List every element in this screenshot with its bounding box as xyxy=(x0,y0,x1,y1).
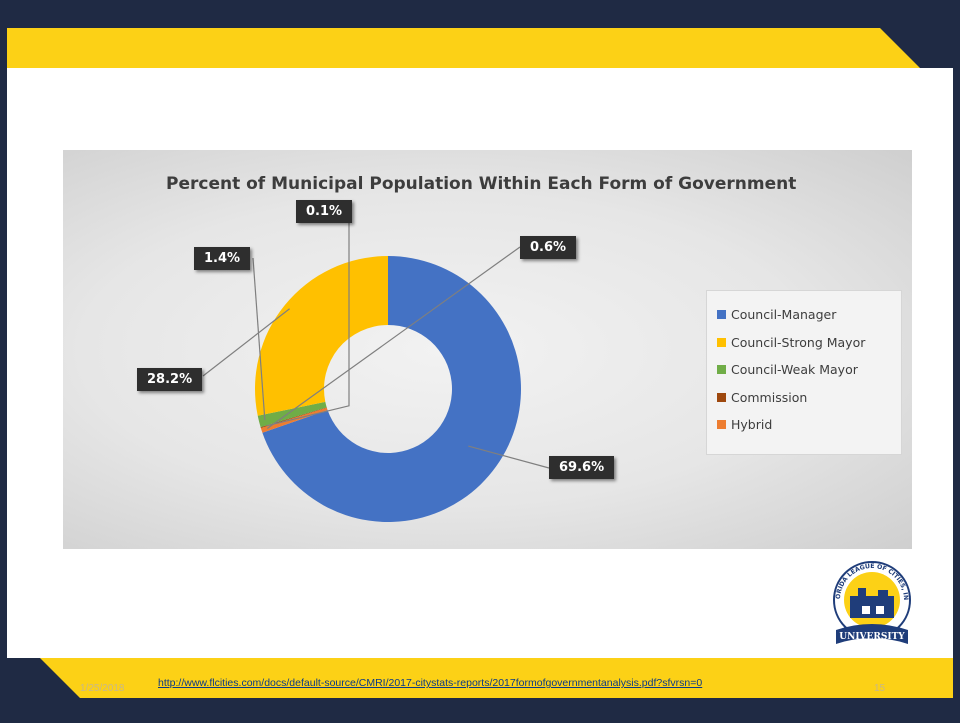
legend-item-council-strong-mayor: Council-Strong Mayor xyxy=(717,329,901,357)
leader-line-hybrid xyxy=(266,246,521,429)
legend-label: Hybrid xyxy=(731,417,773,433)
legend-item-commission: Commission xyxy=(717,384,901,412)
legend-swatch xyxy=(717,310,726,320)
florida-league-of-cities-university-logo: UNIVERSITY FLORIDA LEAGUE OF CITIES, INC… xyxy=(828,560,911,644)
header-band xyxy=(0,0,960,68)
page-number: 15 xyxy=(874,683,886,694)
chart-area: Percent of Municipal Population Within E… xyxy=(63,150,912,549)
footer-band xyxy=(0,658,960,723)
chart-legend: Council-Manager Council-Strong Mayor Counc… xyxy=(706,290,902,455)
leader-line-council-manager xyxy=(468,445,550,469)
leader-line-council-strong-mayor xyxy=(202,308,290,377)
legend-label: Council-Weak Mayor xyxy=(731,362,858,378)
data-label-council-strong-mayor: 28.2% xyxy=(137,368,203,391)
legend-swatch xyxy=(717,420,726,430)
donut-chart xyxy=(202,211,550,522)
donut-slice-council-strong-mayor xyxy=(255,256,388,416)
leader-line-commission xyxy=(266,211,350,427)
legend-label: Commission xyxy=(731,389,808,405)
legend-label: Council-Manager xyxy=(731,307,837,323)
slide-date: 1/25/2018 xyxy=(80,683,125,694)
legend-swatch xyxy=(717,392,726,402)
legend-label: Council-Strong Mayor xyxy=(731,334,866,350)
legend-item-council-weak-mayor: Council-Weak Mayor xyxy=(717,356,901,384)
data-label-council-manager: 69.6% xyxy=(549,456,615,479)
leader-line-council-weak-mayor xyxy=(252,257,266,421)
chart-title: Percent of Municipal Population Within E… xyxy=(166,174,797,194)
data-label-hybrid: 0.6% xyxy=(520,236,577,259)
legend-item-council-manager: Council-Manager xyxy=(717,301,901,329)
logo-banner-text: UNIVERSITY xyxy=(839,632,905,642)
source-link[interactable]: http://www.flcities.com/docs/default-sou… xyxy=(158,677,703,689)
footer-yellow-stripe xyxy=(40,658,953,698)
donut-slice-council-weak-mayor xyxy=(257,401,327,428)
data-label-council-weak-mayor: 1.4% xyxy=(194,247,251,270)
donut-slice-hybrid xyxy=(260,407,328,433)
legend-swatch xyxy=(717,337,726,347)
data-label-commission: 0.1% xyxy=(296,200,353,223)
legend-item-hybrid: Hybrid xyxy=(717,411,901,439)
legend-swatch xyxy=(717,365,726,375)
header-yellow-stripe xyxy=(7,28,920,68)
donut-slice-council-manager xyxy=(262,256,521,522)
